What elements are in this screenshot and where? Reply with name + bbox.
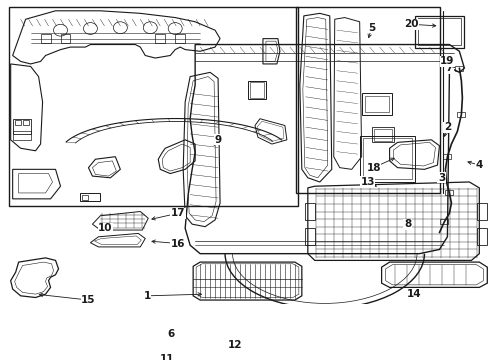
Bar xyxy=(250,82,264,98)
Bar xyxy=(296,8,441,193)
Bar xyxy=(23,121,28,126)
Bar xyxy=(13,119,30,134)
Bar xyxy=(155,35,165,43)
Bar xyxy=(15,121,21,126)
Bar xyxy=(80,193,100,201)
Text: 18: 18 xyxy=(367,163,381,173)
Bar xyxy=(365,96,389,112)
Bar xyxy=(362,94,392,114)
Bar xyxy=(445,190,453,195)
Text: 16: 16 xyxy=(171,239,185,248)
Text: 15: 15 xyxy=(81,295,96,305)
Text: 1: 1 xyxy=(144,291,151,301)
Bar xyxy=(477,228,488,245)
Bar xyxy=(305,228,315,245)
Bar xyxy=(360,136,415,182)
Bar xyxy=(371,127,393,142)
Bar xyxy=(417,18,462,45)
Text: 19: 19 xyxy=(440,57,455,66)
Text: 3: 3 xyxy=(438,173,445,183)
Bar xyxy=(455,66,464,71)
Bar xyxy=(248,81,266,99)
Bar xyxy=(13,131,30,140)
Bar xyxy=(41,35,50,43)
Text: 7: 7 xyxy=(446,63,453,73)
Bar xyxy=(457,112,465,117)
Text: 13: 13 xyxy=(361,177,375,187)
Text: 11: 11 xyxy=(160,354,174,360)
Bar xyxy=(61,35,71,43)
Text: 17: 17 xyxy=(171,208,186,218)
Bar xyxy=(441,219,448,224)
Text: 20: 20 xyxy=(404,19,419,29)
Bar xyxy=(82,195,89,200)
Bar xyxy=(305,203,315,220)
Bar xyxy=(415,16,465,48)
Text: 6: 6 xyxy=(168,329,175,339)
Bar xyxy=(477,203,488,220)
Text: 5: 5 xyxy=(368,23,375,33)
Text: 4: 4 xyxy=(476,160,483,170)
Text: 2: 2 xyxy=(444,122,451,132)
Bar xyxy=(9,8,298,206)
Text: 14: 14 xyxy=(407,289,422,299)
Bar xyxy=(175,35,185,43)
Text: 12: 12 xyxy=(228,340,242,350)
Bar xyxy=(363,138,412,179)
Text: 10: 10 xyxy=(98,223,113,233)
Bar xyxy=(374,129,392,141)
Text: 8: 8 xyxy=(404,219,411,229)
Text: 9: 9 xyxy=(215,135,221,145)
Bar xyxy=(443,154,451,159)
